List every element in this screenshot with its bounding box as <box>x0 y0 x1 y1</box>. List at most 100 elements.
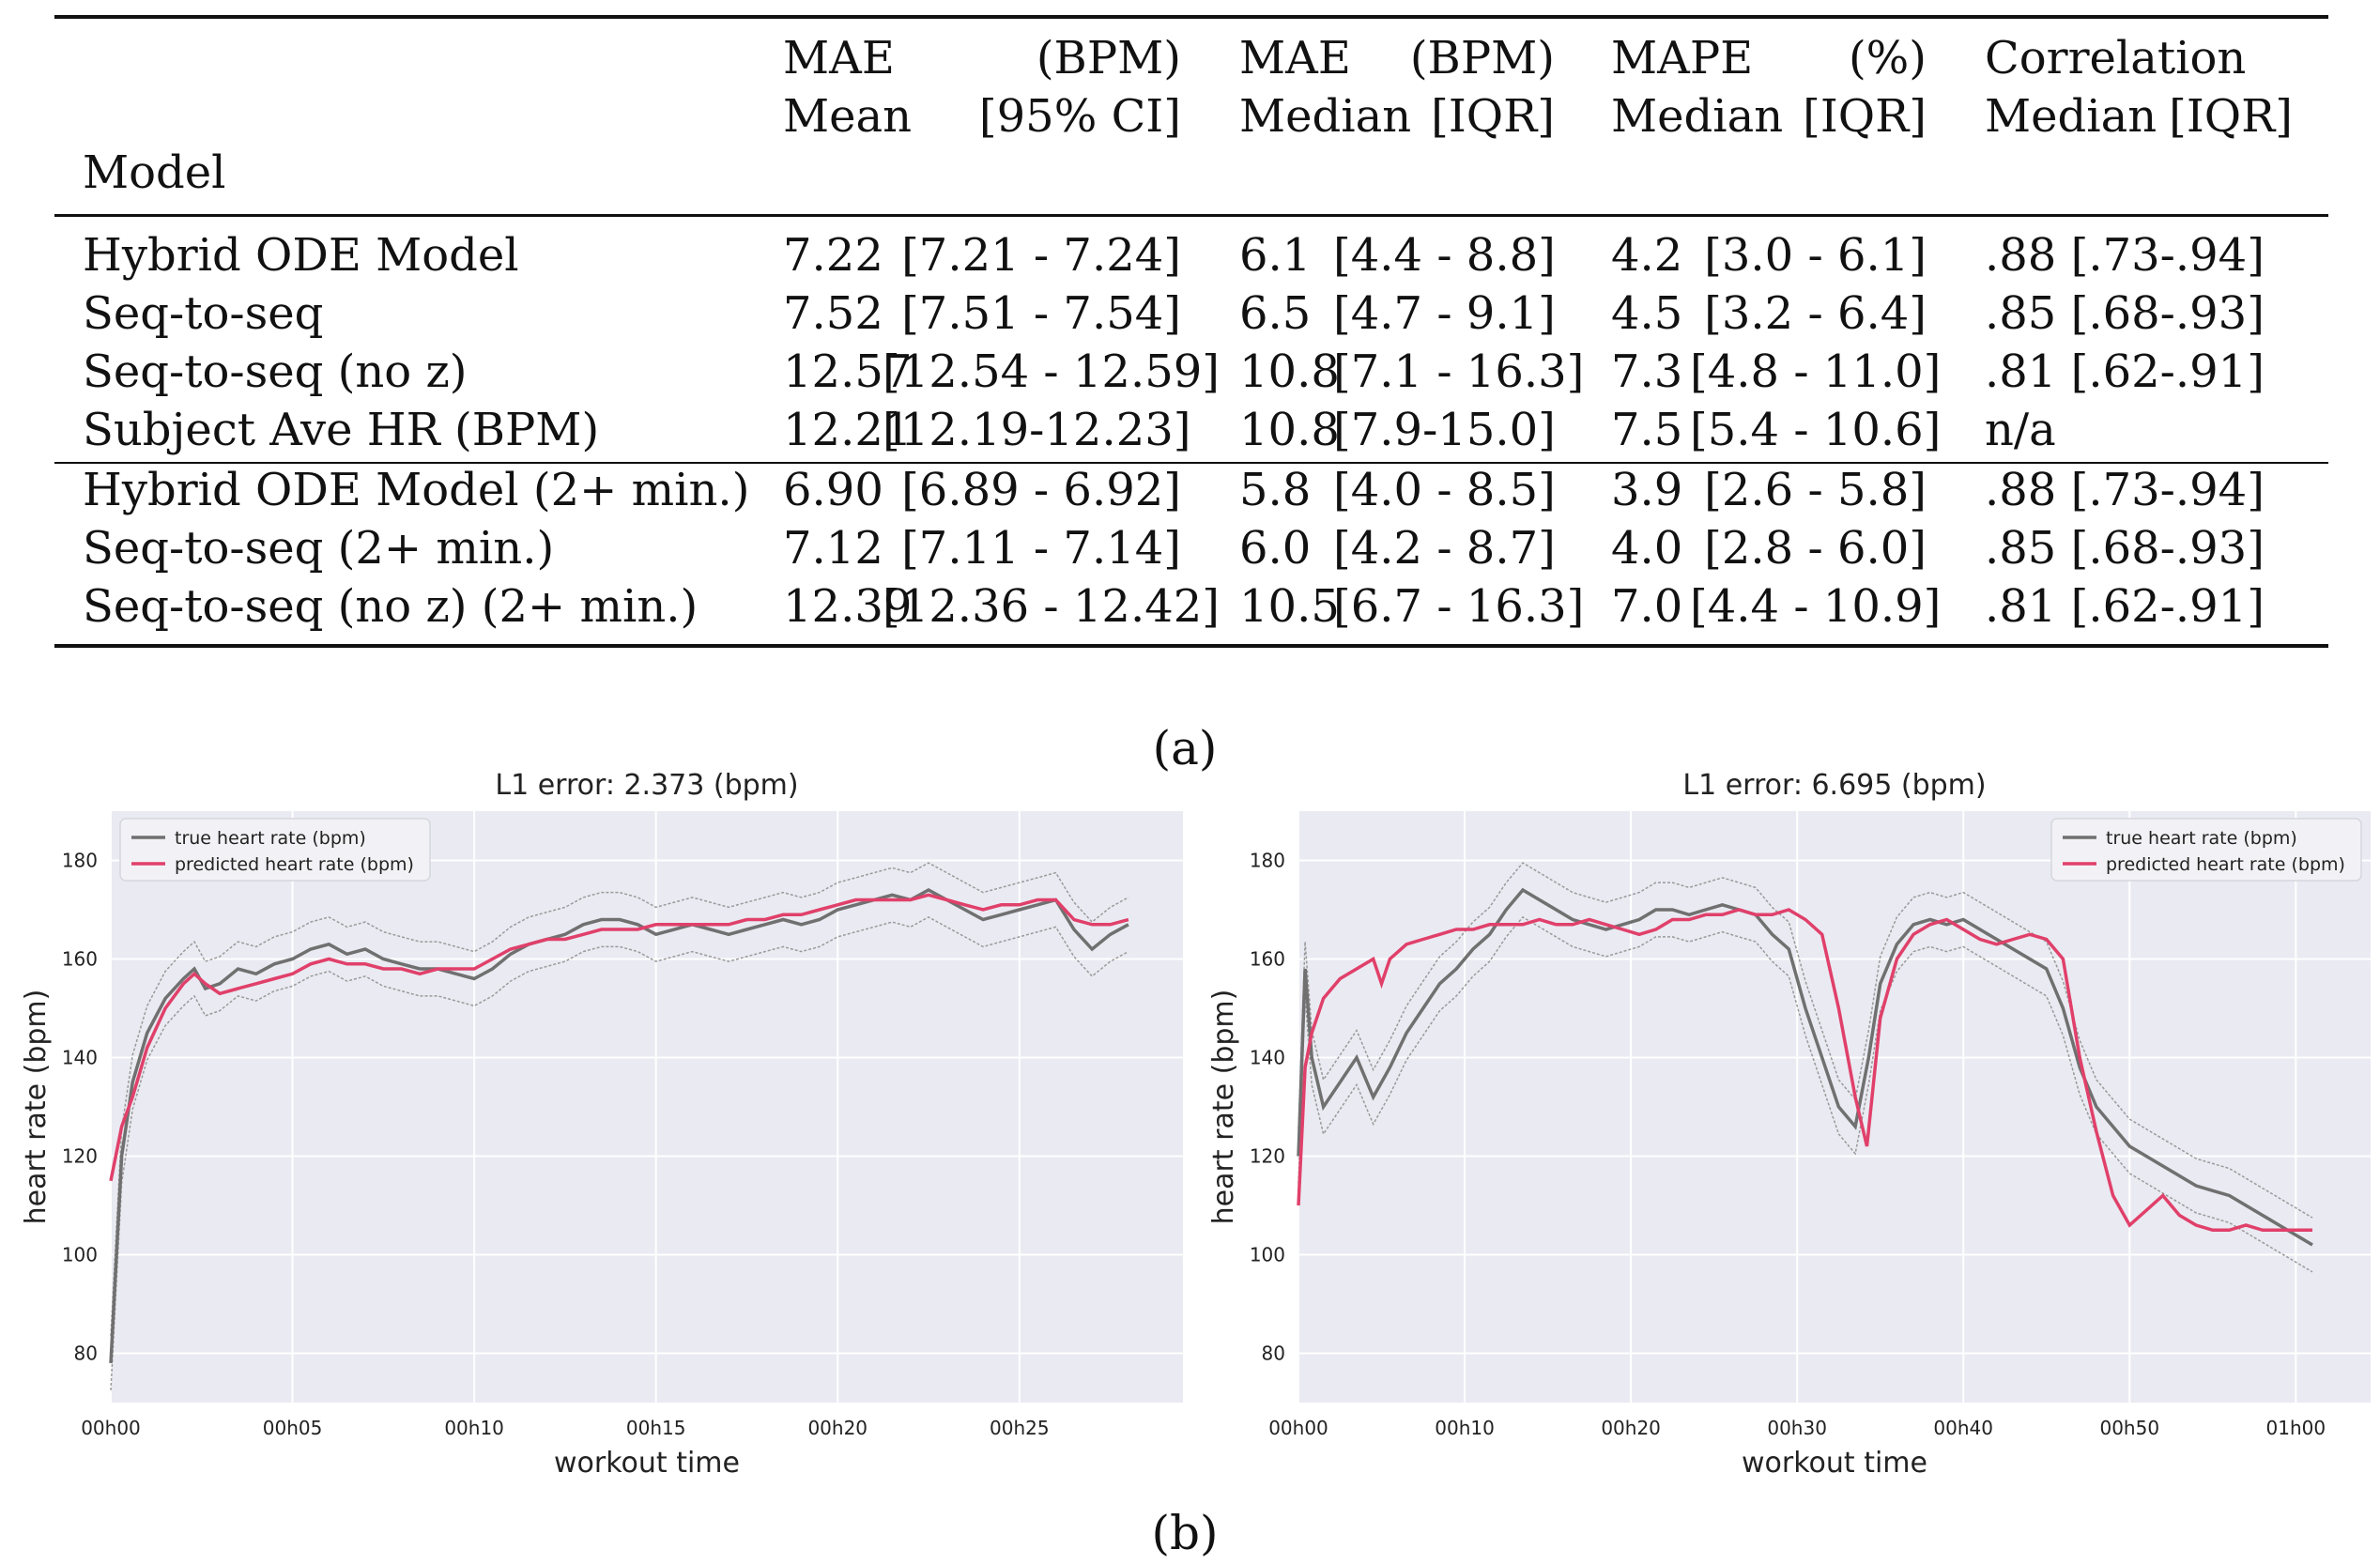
row-mae-iqr: [7.1 - 16.3] <box>1333 345 1585 398</box>
row-corr: .81 [.62-.91] <box>1985 345 2265 398</box>
row-mape-median: 3.9 <box>1611 464 1683 516</box>
row-mape-iqr: [4.4 - 10.9] <box>1690 580 1942 633</box>
header-model: Model <box>83 146 226 199</box>
x-tick-label: 00h00 <box>81 1417 141 1439</box>
chart-title: L1 error: 2.373 (bpm) <box>495 769 798 802</box>
header-mae-median-stat: Median <box>1239 90 1412 143</box>
x-tick-label: 00h00 <box>1268 1417 1328 1439</box>
y-tick-label: 180 <box>62 850 98 872</box>
confidence-band-line <box>1297 915 2313 1273</box>
row-mae-median: 6.5 <box>1239 287 1312 340</box>
row-mae-mean: 7.52 <box>783 287 883 340</box>
row-mae-mean: 12.57 <box>783 345 913 398</box>
row-corr: .85 [.68-.93] <box>1985 522 2265 575</box>
x-tick-label: 00h15 <box>626 1417 686 1439</box>
y-tick-label: 100 <box>1250 1244 1285 1266</box>
predicted-heart-rate-line <box>1297 908 2312 1233</box>
row-mae-iqr: [4.7 - 9.1] <box>1333 287 1556 340</box>
row-mape-median: 4.0 <box>1611 522 1683 575</box>
row-mae-ci: [12.54 - 12.59] <box>883 345 1221 398</box>
row-mae-iqr: [4.2 - 8.7] <box>1333 522 1556 575</box>
row-corr: .85 [.68-.93] <box>1985 287 2265 340</box>
row-model: Seq-to-seq (2+ min.) <box>83 522 555 575</box>
row-mae-iqr: [6.7 - 16.3] <box>1333 580 1585 633</box>
y-tick-label: 180 <box>1250 850 1285 872</box>
chart-left: 80 100 120 140 160 180 00h00 00h05 00h10 00h15 00h… <box>20 769 1183 1480</box>
row-model: Subject Ave HR (BPM) <box>83 404 600 456</box>
header-rule <box>54 214 2328 217</box>
row-mape-median: 7.3 <box>1611 345 1683 398</box>
true-heart-rate-line <box>1297 887 2313 1247</box>
row-mae-mean: 7.22 <box>783 229 883 282</box>
x-tick-label: 00h20 <box>1601 1417 1661 1439</box>
row-model: Hybrid ODE Model (2+ min.) <box>83 464 750 516</box>
header-mae-median-iqr: [IQR] <box>1431 90 1555 143</box>
y-tick-label: 160 <box>62 948 98 971</box>
plot-area <box>111 811 1183 1403</box>
row-model: Seq-to-seq (no z) (2+ min.) <box>83 580 699 633</box>
legend-entry: predicted heart rate (bpm) <box>2106 854 2345 875</box>
row-corr: .88 [.73-.94] <box>1985 229 2265 282</box>
row-mae-mean: 7.12 <box>783 522 883 575</box>
y-axis-label: heart rate (bpm) <box>1207 990 1240 1225</box>
header-mae-mean-ci: [95% CI] <box>978 90 1181 143</box>
chart-title: L1 error: 6.695 (bpm) <box>1682 769 1986 802</box>
row-mae-median: 10.5 <box>1239 580 1340 633</box>
row-mae-iqr: [4.4 - 8.8] <box>1333 229 1556 282</box>
x-tick-label: 00h05 <box>263 1417 323 1439</box>
row-mae-mean: 12.21 <box>783 404 913 456</box>
legend-box <box>2050 818 2362 882</box>
y-tick-label: 100 <box>62 1244 98 1266</box>
header-corr-label: Correlation <box>1985 32 2247 84</box>
top-rule <box>54 15 2328 19</box>
header-corr-stat: Median <box>1985 90 2157 143</box>
row-mape-median: 4.5 <box>1611 287 1683 340</box>
confidence-band-line <box>1297 862 2313 1219</box>
row-mape-iqr: [5.4 - 10.6] <box>1690 404 1942 456</box>
header-mae-median-label: MAE <box>1239 32 1351 84</box>
y-tick-label: 140 <box>1250 1047 1285 1069</box>
row-mae-iqr: [4.0 - 8.5] <box>1333 464 1556 516</box>
legend-entry: true heart rate (bpm) <box>175 828 366 849</box>
row-mae-ci: [12.36 - 12.42] <box>883 580 1221 633</box>
x-tick-label: 00h10 <box>444 1417 504 1439</box>
row-mape-median: 7.0 <box>1611 580 1683 633</box>
row-corr: .81 [.62-.91] <box>1985 580 2265 633</box>
x-tick-label: 01h00 <box>2266 1417 2326 1439</box>
row-model: Seq-to-seq (no z) <box>83 345 468 398</box>
x-tick-label: 00h25 <box>990 1417 1050 1439</box>
y-tick-label: 160 <box>1250 948 1285 971</box>
x-axis-label: workout time <box>1742 1447 1927 1480</box>
row-mape-iqr: [2.6 - 5.8] <box>1704 464 1927 516</box>
confidence-band-line <box>110 862 1129 1337</box>
header-mape-iqr: [IQR] <box>1803 90 1927 143</box>
row-mae-mean: 6.90 <box>783 464 883 516</box>
header-mae-mean-stat: Mean <box>783 90 913 143</box>
legend-box <box>119 818 431 882</box>
x-tick-label: 00h40 <box>1933 1417 1993 1439</box>
chart-right: 80 100 120 140 160 180 00h00 00h10 00h20 00h30 00h… <box>1207 769 2371 1480</box>
predicted-heart-rate-line <box>109 893 1129 1182</box>
row-mae-mean: 12.39 <box>783 580 913 633</box>
row-mae-ci: [12.19-12.23] <box>883 404 1191 456</box>
header-corr-iqr: [IQR] <box>2169 90 2293 143</box>
row-mae-median: 10.8 <box>1239 345 1340 398</box>
y-axis-label: heart rate (bpm) <box>20 990 53 1225</box>
row-corr: .88 [.73-.94] <box>1985 464 2265 516</box>
y-tick-label: 120 <box>1250 1145 1285 1168</box>
header-mape-stat: Median <box>1611 90 1784 143</box>
row-model: Seq-to-seq <box>83 287 324 340</box>
header-mape-unit: (%) <box>1848 32 1927 84</box>
header-mae-median-unit: (BPM) <box>1409 32 1555 84</box>
x-tick-label: 00h10 <box>1435 1417 1495 1439</box>
row-mae-median: 6.0 <box>1239 522 1312 575</box>
y-tick-label: 80 <box>74 1343 98 1365</box>
header-mae-mean-label: MAE <box>783 32 895 84</box>
row-mae-ci: [6.89 - 6.92] <box>901 464 1181 516</box>
header-mae-mean-unit: (BPM) <box>1036 32 1181 84</box>
legend-entry: true heart rate (bpm) <box>2106 828 2297 849</box>
row-mae-ci: [7.11 - 7.14] <box>901 522 1181 575</box>
x-tick-label: 00h30 <box>1767 1417 1827 1439</box>
caption-a: (a) <box>1152 721 1218 775</box>
